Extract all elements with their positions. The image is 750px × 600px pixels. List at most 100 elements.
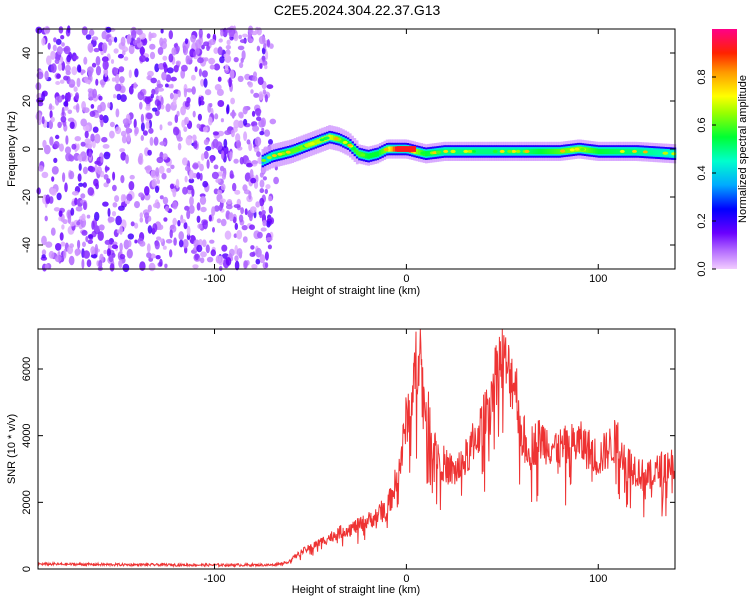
spectrogram-noise-blob: [171, 47, 177, 56]
spectrogram-noise-blob: [151, 178, 158, 188]
ridge-band: [540, 148, 543, 155]
spectrogram-noise-blob: [77, 173, 82, 182]
spectrogram-noise-blob: [220, 183, 226, 191]
spectrogram-noise-blob: [61, 42, 65, 47]
spectrogram-noise-blob: [252, 75, 258, 82]
spectrogram-noise-blob: [155, 255, 161, 260]
snr-series-line: [37, 328, 676, 569]
spectrogram-noise-blob: [92, 126, 99, 133]
spectrogram-noise-blob: [99, 114, 104, 121]
snr-ylabel: SNR (10 * v/v): [6, 414, 18, 484]
spectrogram-noise-blob: [57, 95, 63, 103]
ridge-band: [537, 148, 541, 155]
spectrogram-noise-blob: [107, 102, 111, 109]
ridge-band: [300, 144, 304, 151]
spectrogram-noise-blob: [238, 34, 242, 40]
ridge-band: [652, 149, 656, 156]
spectrogram-noise: [35, 25, 279, 273]
ridge-band: [657, 150, 661, 156]
spectrogram-noise-blob: [61, 224, 65, 230]
spectrogram-noise-blob: [243, 131, 248, 142]
spectrogram-noise-blob: [233, 204, 241, 209]
ridge-peak: [515, 149, 521, 153]
spectrogram-noise-blob: [248, 190, 252, 200]
spectrogram-noise-blob: [81, 230, 88, 236]
spectrogram-noise-blob: [217, 46, 223, 56]
ridge-band: [459, 148, 463, 155]
snr-y-ticks: 0 2000 4000 6000: [21, 357, 675, 572]
spectrogram-noise-blob: [159, 151, 164, 160]
ridge-band: [599, 148, 603, 155]
spectrogram-noise-blob: [229, 151, 233, 161]
spectrogram-noise-blob: [59, 143, 64, 152]
spectrogram-noise-blob: [214, 113, 219, 120]
spectrogram-noise-blob: [111, 244, 119, 250]
colorbar-tick-label: 0.0: [696, 261, 708, 276]
spectrogram-noise-blob: [230, 97, 236, 105]
spectrogram-noise-blob: [82, 201, 87, 211]
spectrogram-noise-blob: [127, 233, 134, 240]
spectrogram-noise-blob: [156, 179, 160, 185]
spectrogram-noise-blob: [184, 205, 190, 211]
colorbar-ticks: 0.0 0.2 0.4 0.6 0.8: [696, 69, 716, 277]
spectrogram-noise-blob: [103, 174, 109, 180]
spectrogram-noise-blob: [96, 166, 102, 175]
spectrogram-noise-blob: [226, 104, 230, 114]
spectrogram-noise-blob: [81, 26, 88, 36]
spectrogram-noise-blob: [41, 249, 47, 256]
spectrogram-noise-blob: [162, 196, 169, 205]
spectrogram-noise-blob: [134, 126, 139, 135]
y-tick-label: -40: [21, 237, 33, 253]
spectrogram-noise-blob: [86, 214, 91, 219]
spectrogram-noise-blob: [41, 116, 45, 125]
colorbar-tick-label: 0.8: [696, 69, 708, 84]
spectrogram-noise-blob: [139, 46, 146, 55]
ridge-band: [595, 148, 598, 154]
spectrogram-noise-blob: [150, 169, 157, 179]
spectrogram-noise-blob: [159, 195, 164, 200]
ridge-peak: [580, 147, 585, 151]
ridge-peak: [350, 147, 356, 150]
ridge-peak: [347, 143, 353, 147]
spectrogram-noise-blob: [157, 47, 164, 55]
ridge-peak: [663, 151, 669, 155]
x-tick-label: 100: [589, 573, 607, 585]
spectrogram-noise-blob: [159, 238, 164, 243]
spectrogram-noise-blob: [183, 87, 187, 98]
spectrogram-noise-blob: [236, 229, 243, 240]
spectrogram-noise-blob: [223, 53, 230, 58]
spectrogram-noise-blob: [114, 73, 120, 84]
spectrogram-noise-blob: [126, 132, 131, 142]
spectrogram-noise-blob: [211, 206, 216, 217]
spectrogram-noise-blob: [83, 56, 88, 65]
spectrogram-noise-blob: [250, 177, 257, 184]
ridge-peak: [471, 149, 477, 153]
spectrogram-noise-blob: [210, 249, 216, 257]
spectrogram-noise-blob: [57, 121, 62, 129]
spectrogram-noise-blob: [112, 241, 118, 246]
spectrogram-noise-blob: [151, 88, 156, 95]
spectrogram-noise-blob: [144, 96, 152, 105]
spectrogram-noise-blob: [64, 182, 68, 193]
spectrogram-noise-blob: [73, 55, 79, 60]
spectrogram-noise-blob: [233, 158, 239, 164]
spectrogram-noise-blob: [81, 258, 85, 269]
spectrogram-noise-blob: [173, 237, 177, 246]
ridge-band: [353, 147, 357, 153]
spectrogram-ylabel: Frequency (Hz): [6, 111, 18, 187]
spectrogram-noise-blob: [64, 146, 72, 154]
spectrogram-noise-blob: [233, 119, 240, 129]
spectrogram-noise-blob: [94, 243, 98, 254]
spectrogram-noise-blob: [165, 239, 173, 244]
ridge-band: [586, 147, 589, 153]
spectrogram-noise-blob: [206, 45, 210, 51]
spectrogram-noise-blob: [104, 165, 108, 173]
spectrogram-noise-blob: [198, 239, 203, 247]
spectrogram-noise-blob: [90, 133, 95, 142]
spectrogram-noise-blob: [186, 88, 193, 93]
ridge-band: [530, 148, 534, 155]
spectrogram-noise-blob: [139, 55, 147, 63]
spectrogram-noise-blob: [180, 69, 186, 79]
spectrogram-noise-blob: [76, 221, 81, 226]
spectrogram-noise-blob: [44, 70, 49, 81]
